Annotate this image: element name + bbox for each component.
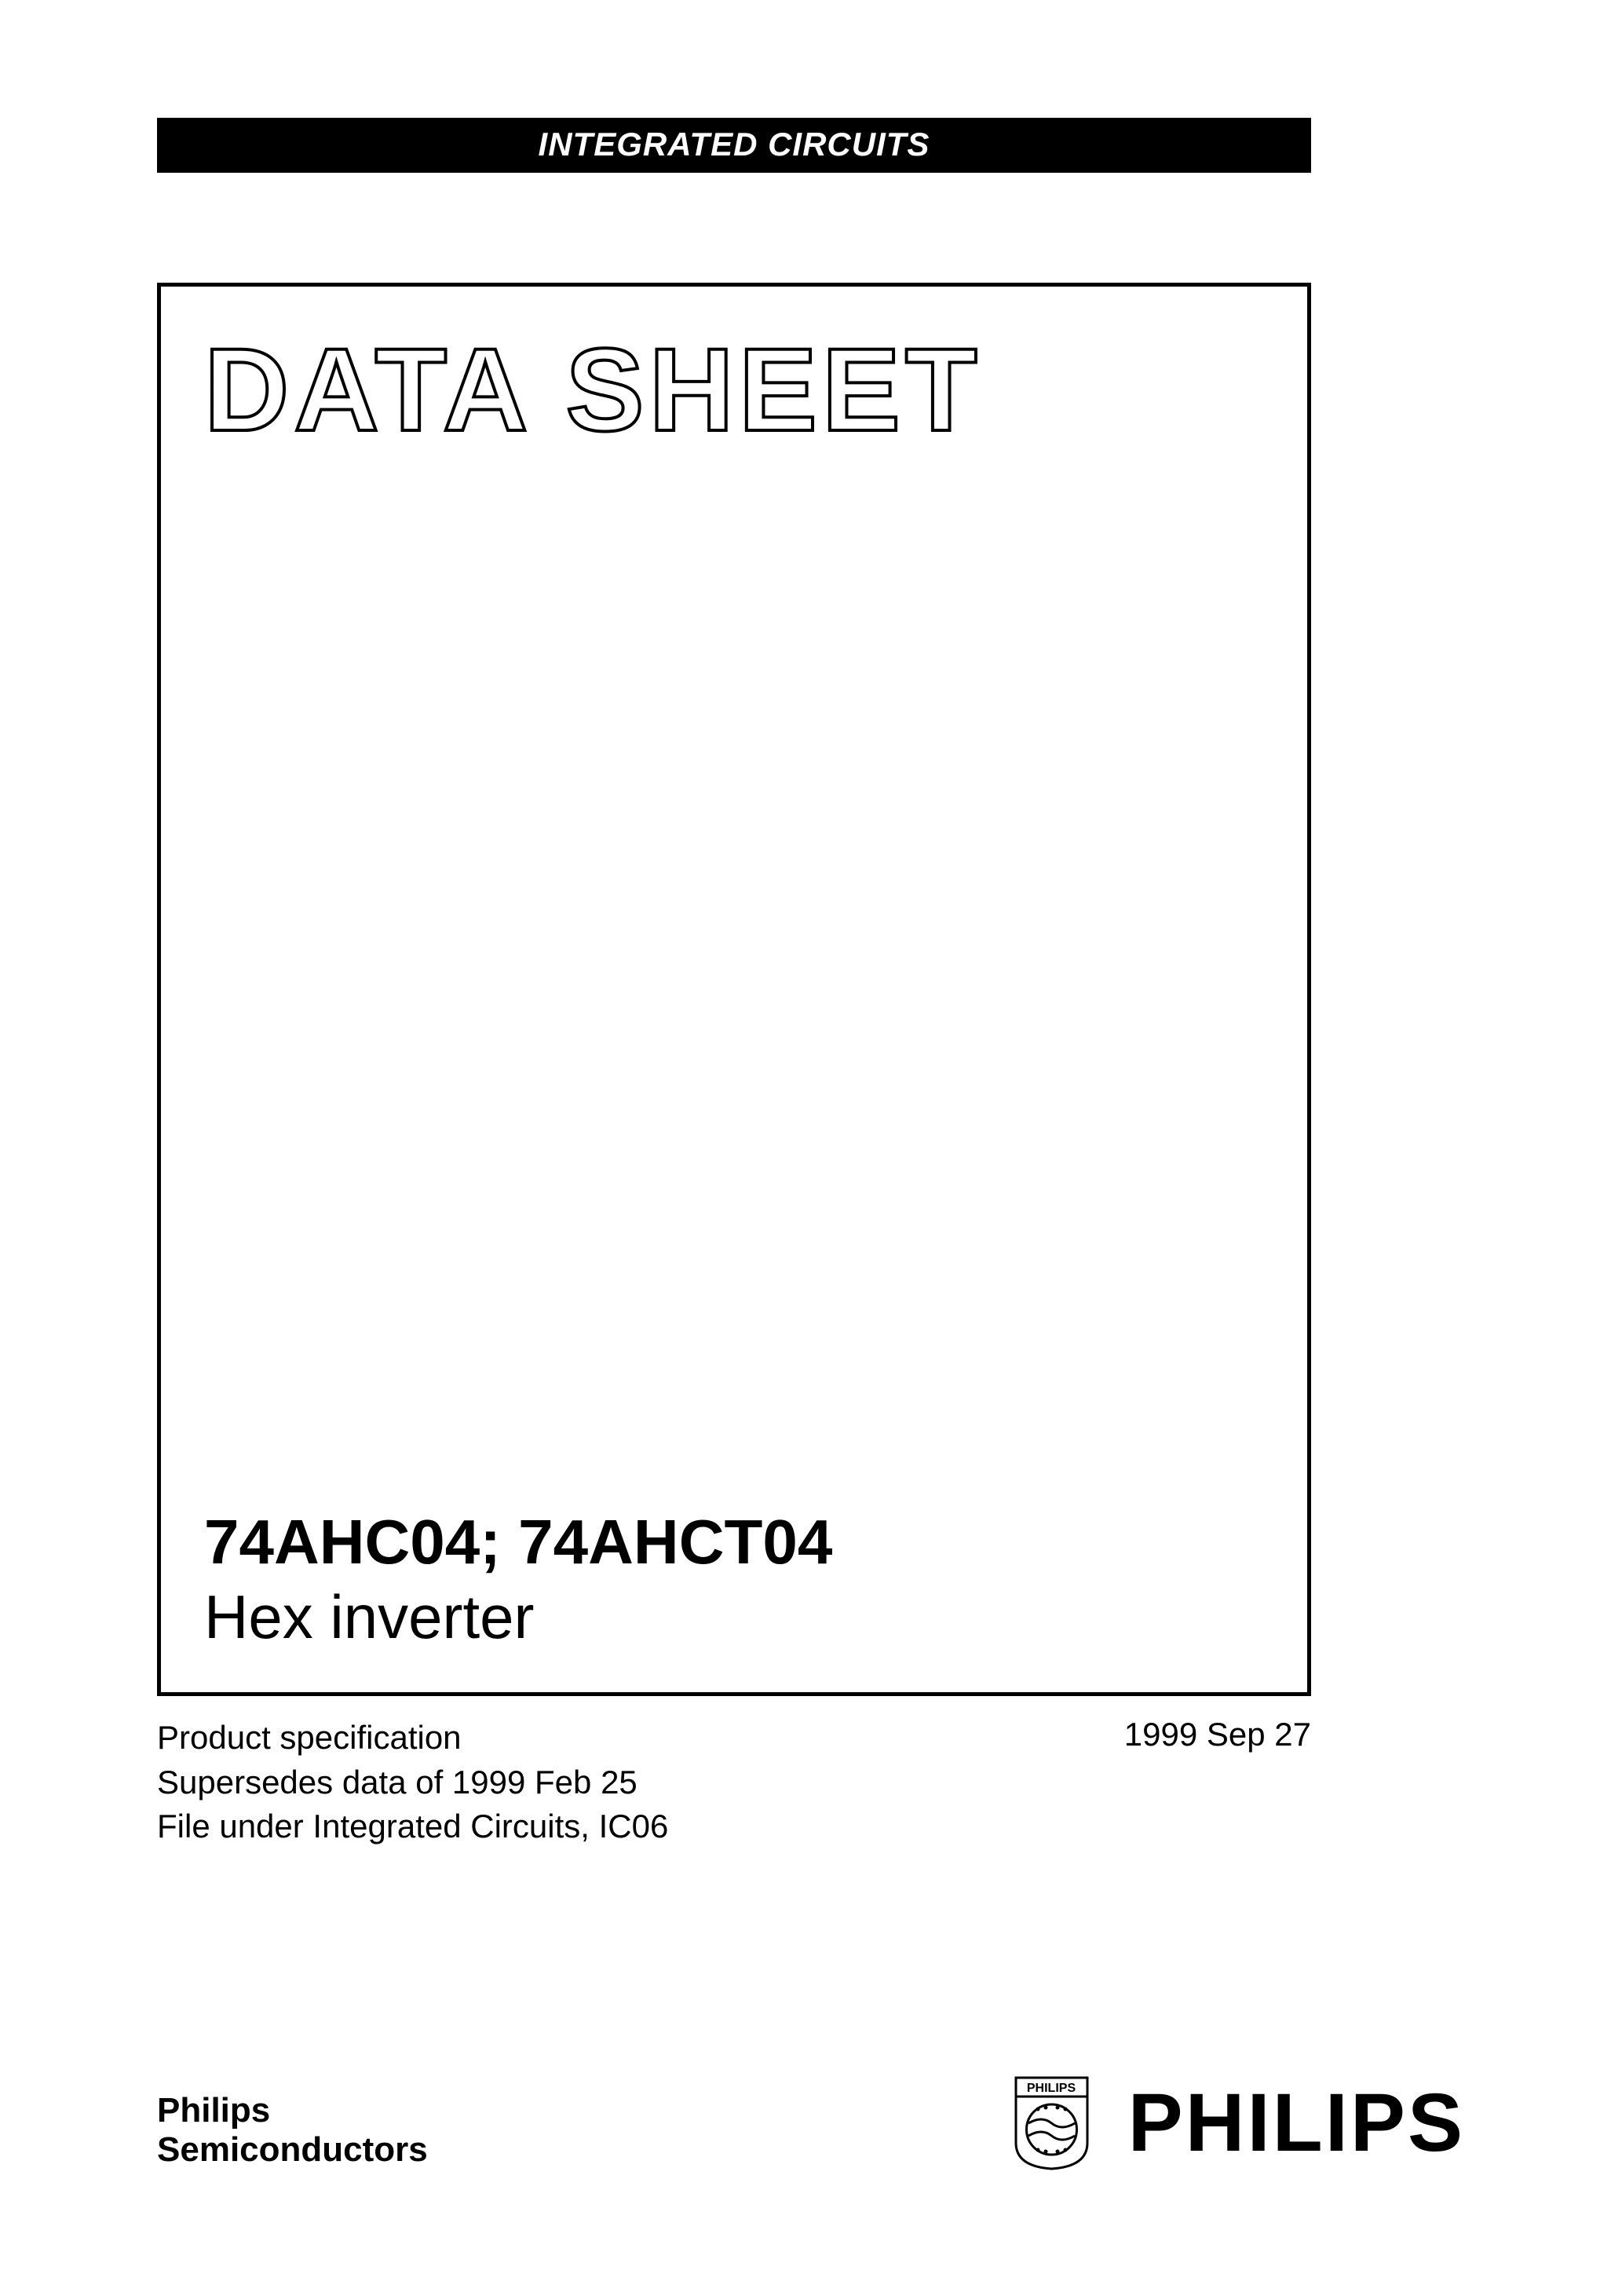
category-header-bar: INTEGRATED CIRCUITS [157,118,1311,173]
philips-wordmark: PHILIPS [1128,2076,1465,2170]
meta-date: 1999 Sep 27 [1124,1716,1311,1849]
meta-supersedes: Supersedes data of 1999 Feb 25 [157,1760,668,1805]
page-footer: Philips Semiconductors PHILIPS PHILIPS [157,2076,1465,2170]
shield-label-text: PHILIPS [1026,2082,1076,2095]
part-block: 74AHC04; 74AHCT04 Hex inverter [204,1506,832,1653]
meta-spec-type: Product specification [157,1716,668,1760]
philips-shield-icon: PHILIPS [1014,2076,1089,2170]
footer-company: Philips Semiconductors [157,2091,428,2170]
datasheet-title: DATA SHEET [204,322,982,458]
meta-row: Product specification Supersedes data of… [157,1716,1311,1849]
meta-left: Product specification Supersedes data of… [157,1716,668,1849]
category-header-text: INTEGRATED CIRCUITS [539,126,930,163]
part-description: Hex inverter [204,1581,832,1653]
footer-logo-group: PHILIPS PHILIPS [1014,2076,1465,2170]
part-number: 74AHC04; 74AHCT04 [204,1506,832,1578]
meta-file-under: File under Integrated Circuits, IC06 [157,1804,668,1849]
footer-company-line2: Semiconductors [157,2130,428,2170]
content-box: DATA SHEET 74AHC04; 74AHCT04 Hex inverte… [157,283,1311,1696]
footer-company-line1: Philips [157,2091,428,2131]
datasheet-page: INTEGRATED CIRCUITS DATA SHEET 74AHC04; … [157,118,1465,1849]
